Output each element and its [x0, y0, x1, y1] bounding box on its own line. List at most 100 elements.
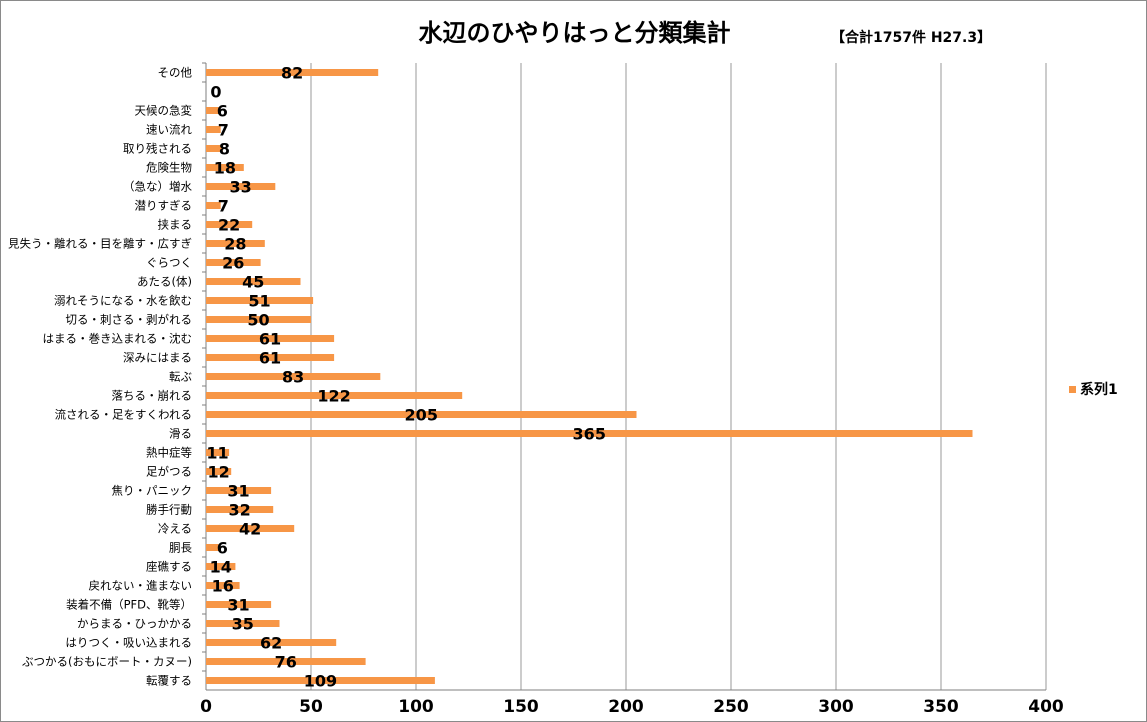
category-label: はまる・巻き込まれる・沈む	[43, 332, 193, 346]
bar	[206, 392, 463, 399]
category-label: 転覆する	[146, 674, 192, 688]
category-label: 切る・刺さる・剥がれる	[66, 313, 193, 327]
bar	[206, 430, 973, 437]
bar	[206, 639, 337, 646]
category-label: 見失う・離れる・目を離す・広すぎ	[8, 237, 192, 251]
data-label: 61	[259, 349, 281, 368]
data-label: 83	[282, 368, 304, 387]
bar	[206, 601, 272, 608]
bar	[206, 316, 311, 323]
category-label: からまる・ひっかかる	[77, 617, 192, 631]
category-label: 落ちる・崩れる	[112, 389, 193, 403]
bar	[206, 145, 223, 152]
data-label: 61	[259, 330, 281, 349]
bar	[206, 278, 301, 285]
data-label: 76	[275, 653, 297, 672]
bar	[206, 335, 335, 342]
data-label: 26	[222, 254, 244, 273]
legend: 系列1	[1069, 379, 1118, 399]
data-label: 7	[218, 197, 229, 216]
bar	[206, 620, 280, 627]
bar	[206, 259, 261, 266]
bar	[206, 354, 335, 361]
x-tick-label: 400	[1028, 697, 1064, 717]
category-label: 胴長	[169, 541, 192, 555]
x-tick-label: 0	[200, 697, 212, 717]
bar	[206, 468, 232, 475]
bar	[206, 373, 381, 380]
category-label: 深みにはまる	[123, 351, 192, 365]
bar	[206, 449, 230, 456]
category-label: （急な）増水	[123, 180, 192, 194]
x-tick-label: 50	[299, 697, 323, 717]
category-label: 戻れない・進まない	[89, 579, 193, 593]
x-tick-label: 200	[608, 697, 644, 717]
bar	[206, 525, 295, 532]
data-label: 6	[217, 102, 228, 121]
data-label: 50	[247, 311, 269, 330]
category-label: その他	[158, 66, 193, 80]
bar	[206, 506, 274, 513]
x-tick-label: 250	[713, 697, 749, 717]
category-label: 流される・足をすくわれる	[55, 408, 192, 422]
data-label: 109	[304, 672, 337, 691]
data-label: 31	[227, 596, 249, 615]
data-label: 14	[210, 558, 232, 577]
data-label: 16	[212, 577, 234, 596]
bar	[206, 202, 221, 209]
data-label: 33	[230, 178, 252, 197]
bar	[206, 240, 265, 247]
category-label: 熱中症等	[146, 446, 192, 460]
category-label: 座礁する	[146, 560, 192, 574]
legend-swatch	[1069, 385, 1076, 393]
data-label: 365	[573, 425, 606, 444]
data-label: 7	[218, 121, 229, 140]
x-tick-label: 100	[398, 697, 434, 717]
data-label: 28	[224, 235, 246, 254]
data-label: 45	[242, 273, 264, 292]
category-label: 挟まる	[158, 218, 193, 232]
bar	[206, 126, 221, 133]
bar	[206, 658, 366, 665]
category-label: あたる(体)	[137, 275, 192, 289]
legend-label: 系列1	[1080, 382, 1118, 398]
data-label: 32	[228, 501, 250, 520]
x-tick-label: 150	[503, 697, 539, 717]
category-label: 冷える	[158, 522, 192, 536]
bar	[206, 297, 314, 304]
category-label: 取り残される	[123, 142, 192, 156]
category-label: 滑る	[169, 427, 192, 441]
data-label: 31	[227, 482, 249, 501]
category-label: 潜りすぎる	[135, 199, 193, 213]
category-label: 速い流れ	[146, 123, 192, 137]
chart-subtitle: 【合計1757件 H27.3】	[831, 30, 992, 46]
category-label: 足がつる	[146, 465, 192, 479]
data-label: 6	[217, 539, 228, 558]
bar	[206, 582, 240, 589]
data-label: 205	[405, 406, 438, 425]
bar	[206, 183, 276, 190]
bar	[206, 677, 435, 684]
chart-title: 水辺のひやりはっと分類集計	[418, 19, 731, 47]
bar	[206, 69, 379, 76]
x-tick-label: 300	[818, 697, 854, 717]
bar	[206, 107, 219, 114]
category-label: はりつく・吸い込まれる	[65, 636, 192, 650]
data-label: 8	[219, 140, 230, 159]
data-label: 42	[239, 520, 261, 539]
data-label: 22	[218, 216, 240, 235]
category-label: 装着不備（PFD、靴等）	[66, 598, 192, 612]
category-label: 溺れそうになる・水を飲む	[54, 294, 192, 308]
data-label: 122	[317, 387, 350, 406]
bar	[206, 221, 253, 228]
bar	[206, 487, 272, 494]
bar	[206, 164, 244, 171]
category-label: ぶつかる(おもにボート・カヌー)	[22, 655, 192, 669]
bar	[206, 544, 219, 551]
category-label: 転ぶ	[169, 370, 192, 384]
bar	[206, 563, 236, 570]
x-tick-label: 350	[923, 697, 959, 717]
data-label: 62	[260, 634, 282, 653]
